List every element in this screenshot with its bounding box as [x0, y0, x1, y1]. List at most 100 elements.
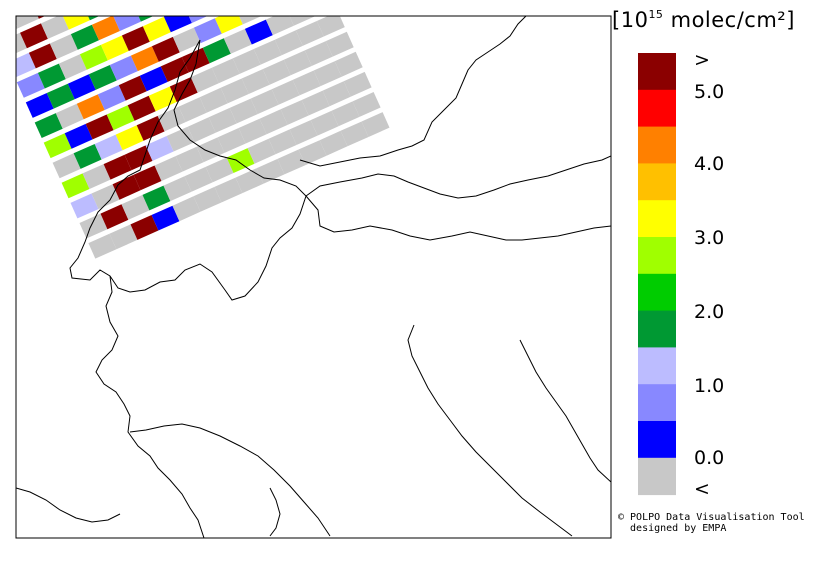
swath-pixel [205, 157, 234, 183]
swath-pixel [76, 94, 105, 120]
swath-pixel [67, 74, 96, 100]
swath-pixel [88, 16, 100, 21]
swath-pixel [16, 32, 27, 54]
bracket-close: ] [786, 8, 795, 32]
swath-pixel [314, 16, 316, 17]
swath-pixel [220, 78, 249, 104]
swath-pixel [79, 213, 108, 239]
color-legend: >5.0 4.0 3.0 2.0 1.0 0.0 < [638, 49, 724, 500]
swath-pixel [295, 21, 324, 46]
swath-pixel [34, 113, 63, 138]
swath-pixel [97, 85, 126, 110]
bracket-open: [ [612, 8, 621, 32]
swath-pixel [289, 16, 315, 26]
swath-pixel [239, 16, 262, 25]
swath-pixel [70, 24, 99, 50]
swath-pixel [238, 118, 267, 144]
swath-pixel [227, 0, 255, 4]
swath-pixel [85, 114, 114, 140]
legend-unit-label: [1015 molec/cm²] [612, 8, 795, 32]
swath-pixel [49, 34, 78, 59]
coast-france-south [16, 487, 121, 523]
swath-pixel [268, 129, 297, 155]
swath-pixel [250, 89, 279, 115]
swath-pixel [109, 224, 138, 250]
swath-pixel [145, 136, 174, 161]
swath-pixel [319, 130, 348, 156]
swath-pixel [88, 65, 117, 90]
swath-pixel [184, 166, 213, 192]
legend-tick-label: < [694, 478, 710, 500]
swath-pixel [104, 0, 132, 11]
swath-pixel [58, 54, 87, 80]
swath-pixel [214, 177, 243, 203]
swath-pixel [43, 133, 72, 159]
swath-pixel [340, 121, 369, 147]
swath-pixel [79, 44, 108, 70]
swath-pixel [361, 112, 390, 137]
swath-pixel [193, 186, 222, 212]
swath-pixel [193, 18, 222, 44]
swath-pixel [187, 117, 216, 143]
swath-pixel [151, 205, 180, 231]
swath-pixel [206, 0, 234, 14]
legend-swatch [638, 126, 676, 164]
swath-pixel [155, 0, 183, 12]
swath-pixel [118, 75, 147, 101]
swath-pixel [100, 35, 129, 61]
legend-tick-label: 4.0 [694, 153, 724, 175]
swath-pixel [100, 204, 129, 230]
swath-pixel [278, 0, 306, 6]
swath-pixel [163, 176, 192, 202]
swath-pixel [73, 144, 102, 169]
swath-pixel [52, 153, 81, 179]
credit-line-2: designed by EMPA [618, 523, 727, 534]
swath-pixel [154, 156, 183, 181]
swath-pixel [16, 72, 45, 98]
swath-pixel [322, 81, 351, 107]
swath-pixel [241, 69, 270, 94]
country-borders [16, 16, 611, 538]
swath-pixel [223, 28, 252, 54]
swath-pixel [61, 173, 90, 199]
swath-pixel [148, 86, 177, 112]
swath-pixel [262, 59, 291, 85]
swath-pixel [53, 0, 81, 10]
swath-pixel [121, 26, 150, 51]
swath-pixel [160, 57, 189, 82]
swath-pixel [181, 47, 210, 73]
swath-pixel [130, 46, 159, 72]
swath-pixel [244, 19, 273, 45]
swath-pixel [37, 16, 46, 19]
swath-pixel [163, 16, 192, 33]
swath-pixel [133, 165, 162, 191]
swath-pixel [121, 194, 150, 220]
coast-italy-ligurian [129, 423, 331, 537]
swath-pixel [235, 168, 264, 194]
swath-pixel [289, 120, 318, 145]
map-frame [15, 15, 612, 539]
swath-pixel [232, 49, 261, 74]
swath-pixel [16, 23, 18, 30]
swath-pixel [331, 101, 360, 127]
swath-pixel [178, 97, 207, 123]
swath-pixel [91, 16, 120, 41]
swath-pixel [82, 164, 111, 189]
swath-pixel [55, 103, 84, 129]
swath-pixel [257, 0, 285, 15]
swath-pixel [176, 0, 204, 3]
coast-corsica [269, 487, 281, 537]
swath-pixel [112, 174, 141, 200]
swath-pixel [142, 185, 171, 211]
swath-pixel [94, 134, 123, 160]
swath-pixel [151, 36, 180, 62]
coast-croatia [519, 339, 611, 483]
swath-pixel [274, 30, 303, 56]
swath-pixel [109, 55, 138, 81]
swath-pixel [259, 109, 288, 135]
legend-swatch [638, 347, 676, 385]
swath-pixel [229, 98, 258, 124]
swath-pixel [316, 16, 345, 37]
legend-tick-label: 1.0 [694, 375, 724, 397]
